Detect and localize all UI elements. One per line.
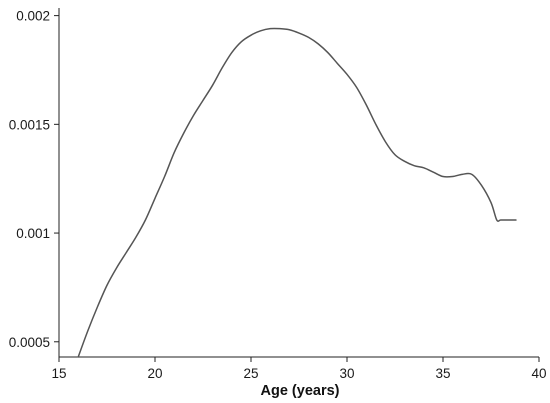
x-tick-label: 30 xyxy=(339,366,354,381)
series-line xyxy=(77,27,517,358)
x-axis-title: Age (years) xyxy=(261,383,340,399)
plot-area xyxy=(77,27,517,358)
tick-labels: 0.0005 0.001 0.0015 0.002 15 20 25 30 35 40 xyxy=(9,9,547,381)
x-tick-label: 20 xyxy=(147,366,162,381)
x-tick-label: 15 xyxy=(51,366,66,381)
y-tick-label: 0.002 xyxy=(16,9,50,24)
x-tick-label: 25 xyxy=(243,366,258,381)
y-tick-label: 0.0005 xyxy=(9,335,50,350)
axes xyxy=(54,8,540,362)
y-tick-label: 0.001 xyxy=(16,226,50,241)
x-tick-label: 35 xyxy=(435,366,450,381)
x-tick-label: 40 xyxy=(531,366,546,381)
y-tick-label: 0.0015 xyxy=(9,117,50,132)
